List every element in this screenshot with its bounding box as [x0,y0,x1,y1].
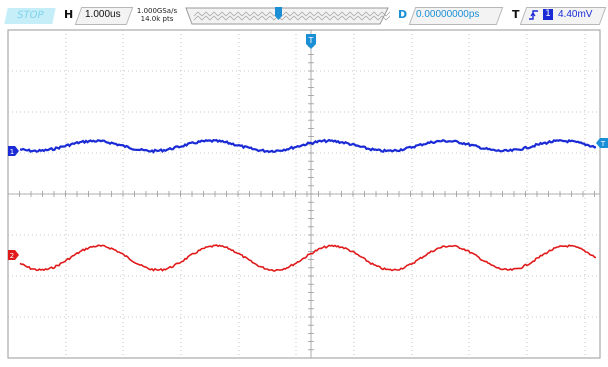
trigger-source-badge: 1 [543,9,553,20]
trigger-level-marker-label: T [600,140,606,148]
channel-2-marker-label: 2 [10,252,14,260]
delay-label: D [398,8,408,21]
horizontal-label: H [64,8,74,21]
channel-1-marker-icon: 1 [8,146,19,156]
trigger-label: T [512,8,520,21]
memory-depth: 14.0k pts [140,15,174,23]
channel-2-waveform [19,244,597,272]
channel-1-marker-label: 1 [10,148,14,156]
memory-waveform-overview[interactable] [184,4,390,26]
trigger-level-value: 4.40mV [558,9,593,20]
top-status-bar: STOP H 1.000us 1.000GSa/s 14.0k pts D 0.… [0,0,608,30]
timebase-value: 1.000us [85,9,121,20]
trigger-level-marker-icon: T [596,138,608,148]
trigger-position-label: T [308,36,314,45]
channel-2-marker-icon: 2 [8,250,19,260]
rising-edge-icon [529,10,538,20]
channel-1-waveform [19,138,597,154]
delay-value: 0.00000000ps [416,9,480,20]
trigger-position-marker-icon: T [306,34,316,49]
memory-trigger-marker-icon [275,7,282,20]
sample-rate: 1.000GSa/s [136,7,178,15]
axis-ticks [7,29,595,359]
